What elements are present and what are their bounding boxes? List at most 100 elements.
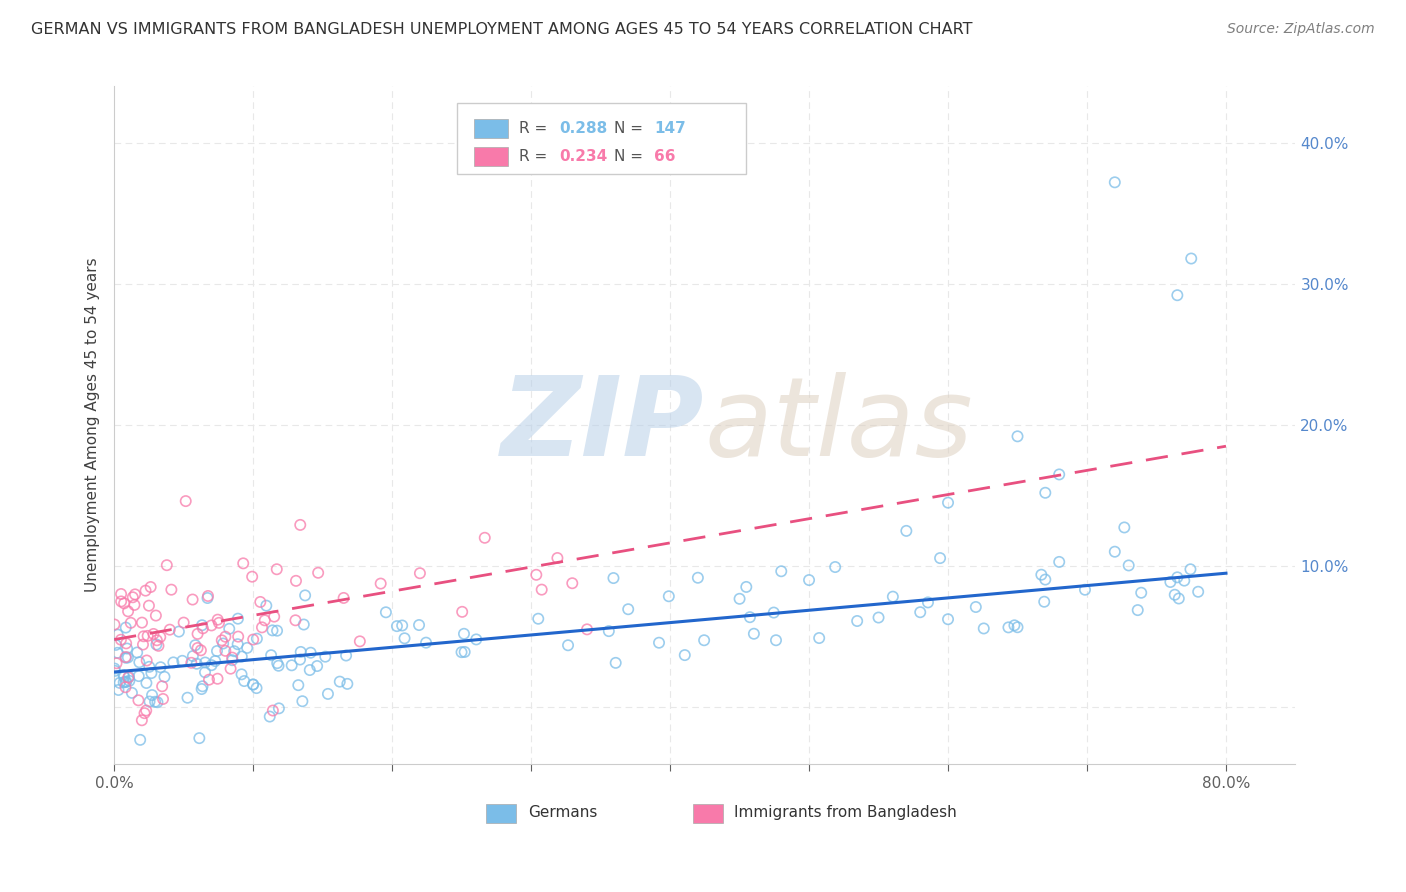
Point [917,595,939,609]
Point [288,652,311,666]
Point [250,620,273,634]
Point [135,653,157,667]
Point [245,681,267,695]
Text: atlas: atlas [704,372,973,478]
Point [191,618,214,632]
Point [1126,603,1149,617]
Point [129,732,152,747]
FancyBboxPatch shape [457,103,747,175]
Point [1114,520,1136,534]
Point [110,594,132,608]
Point [617,602,640,616]
Point [226,630,249,644]
Point [107,682,129,697]
Point [292,617,315,632]
Point [735,580,758,594]
Point [240,570,263,584]
Point [262,624,284,638]
Text: N =: N = [614,149,648,163]
Point [973,622,995,636]
Point [200,658,222,673]
Point [693,633,716,648]
Point [118,673,141,688]
Point [236,640,259,655]
Point [1173,574,1195,588]
Point [226,637,249,651]
Point [1007,620,1029,634]
Point [117,670,139,684]
Point [284,613,307,627]
Point [184,638,207,652]
Point [266,562,288,576]
Point [1033,595,1056,609]
Point [194,656,217,670]
Point [394,632,416,646]
Point [546,551,568,566]
Point [453,627,475,641]
Point [107,646,129,660]
Point [263,609,285,624]
Point [167,624,190,639]
Point [910,605,932,619]
Point [200,618,222,632]
Point [316,687,339,701]
Point [896,524,918,538]
Point [385,619,408,633]
Point [112,675,135,690]
Point [307,566,329,580]
Point [868,610,890,624]
FancyBboxPatch shape [474,119,508,138]
Point [233,674,256,689]
Point [190,681,212,696]
Text: Immigrants from Bangladesh: Immigrants from Bangladesh [734,805,957,820]
Point [260,648,283,663]
Point [172,654,194,668]
Point [191,621,214,635]
Point [224,644,246,658]
Text: Germans: Germans [527,805,598,820]
Point [1104,545,1126,559]
Point [1167,591,1189,606]
Point [159,623,181,637]
Point [242,677,264,691]
Point [453,645,475,659]
Point [110,587,132,601]
Point [1047,555,1070,569]
Point [762,606,785,620]
Point [1074,582,1097,597]
Point [557,638,579,652]
Point [112,596,135,610]
FancyBboxPatch shape [486,804,516,822]
Point [605,656,627,670]
Point [112,668,135,682]
Point [135,704,157,718]
Point [1033,485,1056,500]
Point [846,614,869,628]
Point [150,679,173,693]
Point [187,627,209,641]
Point [266,624,288,638]
Point [180,656,202,670]
Point [103,662,125,676]
Point [1118,558,1140,573]
Point [105,657,128,671]
Point [121,591,143,605]
Point [409,566,432,581]
Point [145,638,167,652]
Point [415,635,437,649]
Point [1130,586,1153,600]
Point [156,558,179,573]
Point [1180,562,1202,576]
Point [1007,429,1029,443]
Text: R =: R = [519,120,553,136]
Point [138,694,160,708]
Point [673,648,696,662]
Point [242,632,264,647]
Point [929,551,952,566]
Point [114,675,136,690]
Point [188,731,211,746]
Point [298,663,321,677]
Point [280,658,302,673]
Point [267,658,290,673]
Point [370,576,392,591]
